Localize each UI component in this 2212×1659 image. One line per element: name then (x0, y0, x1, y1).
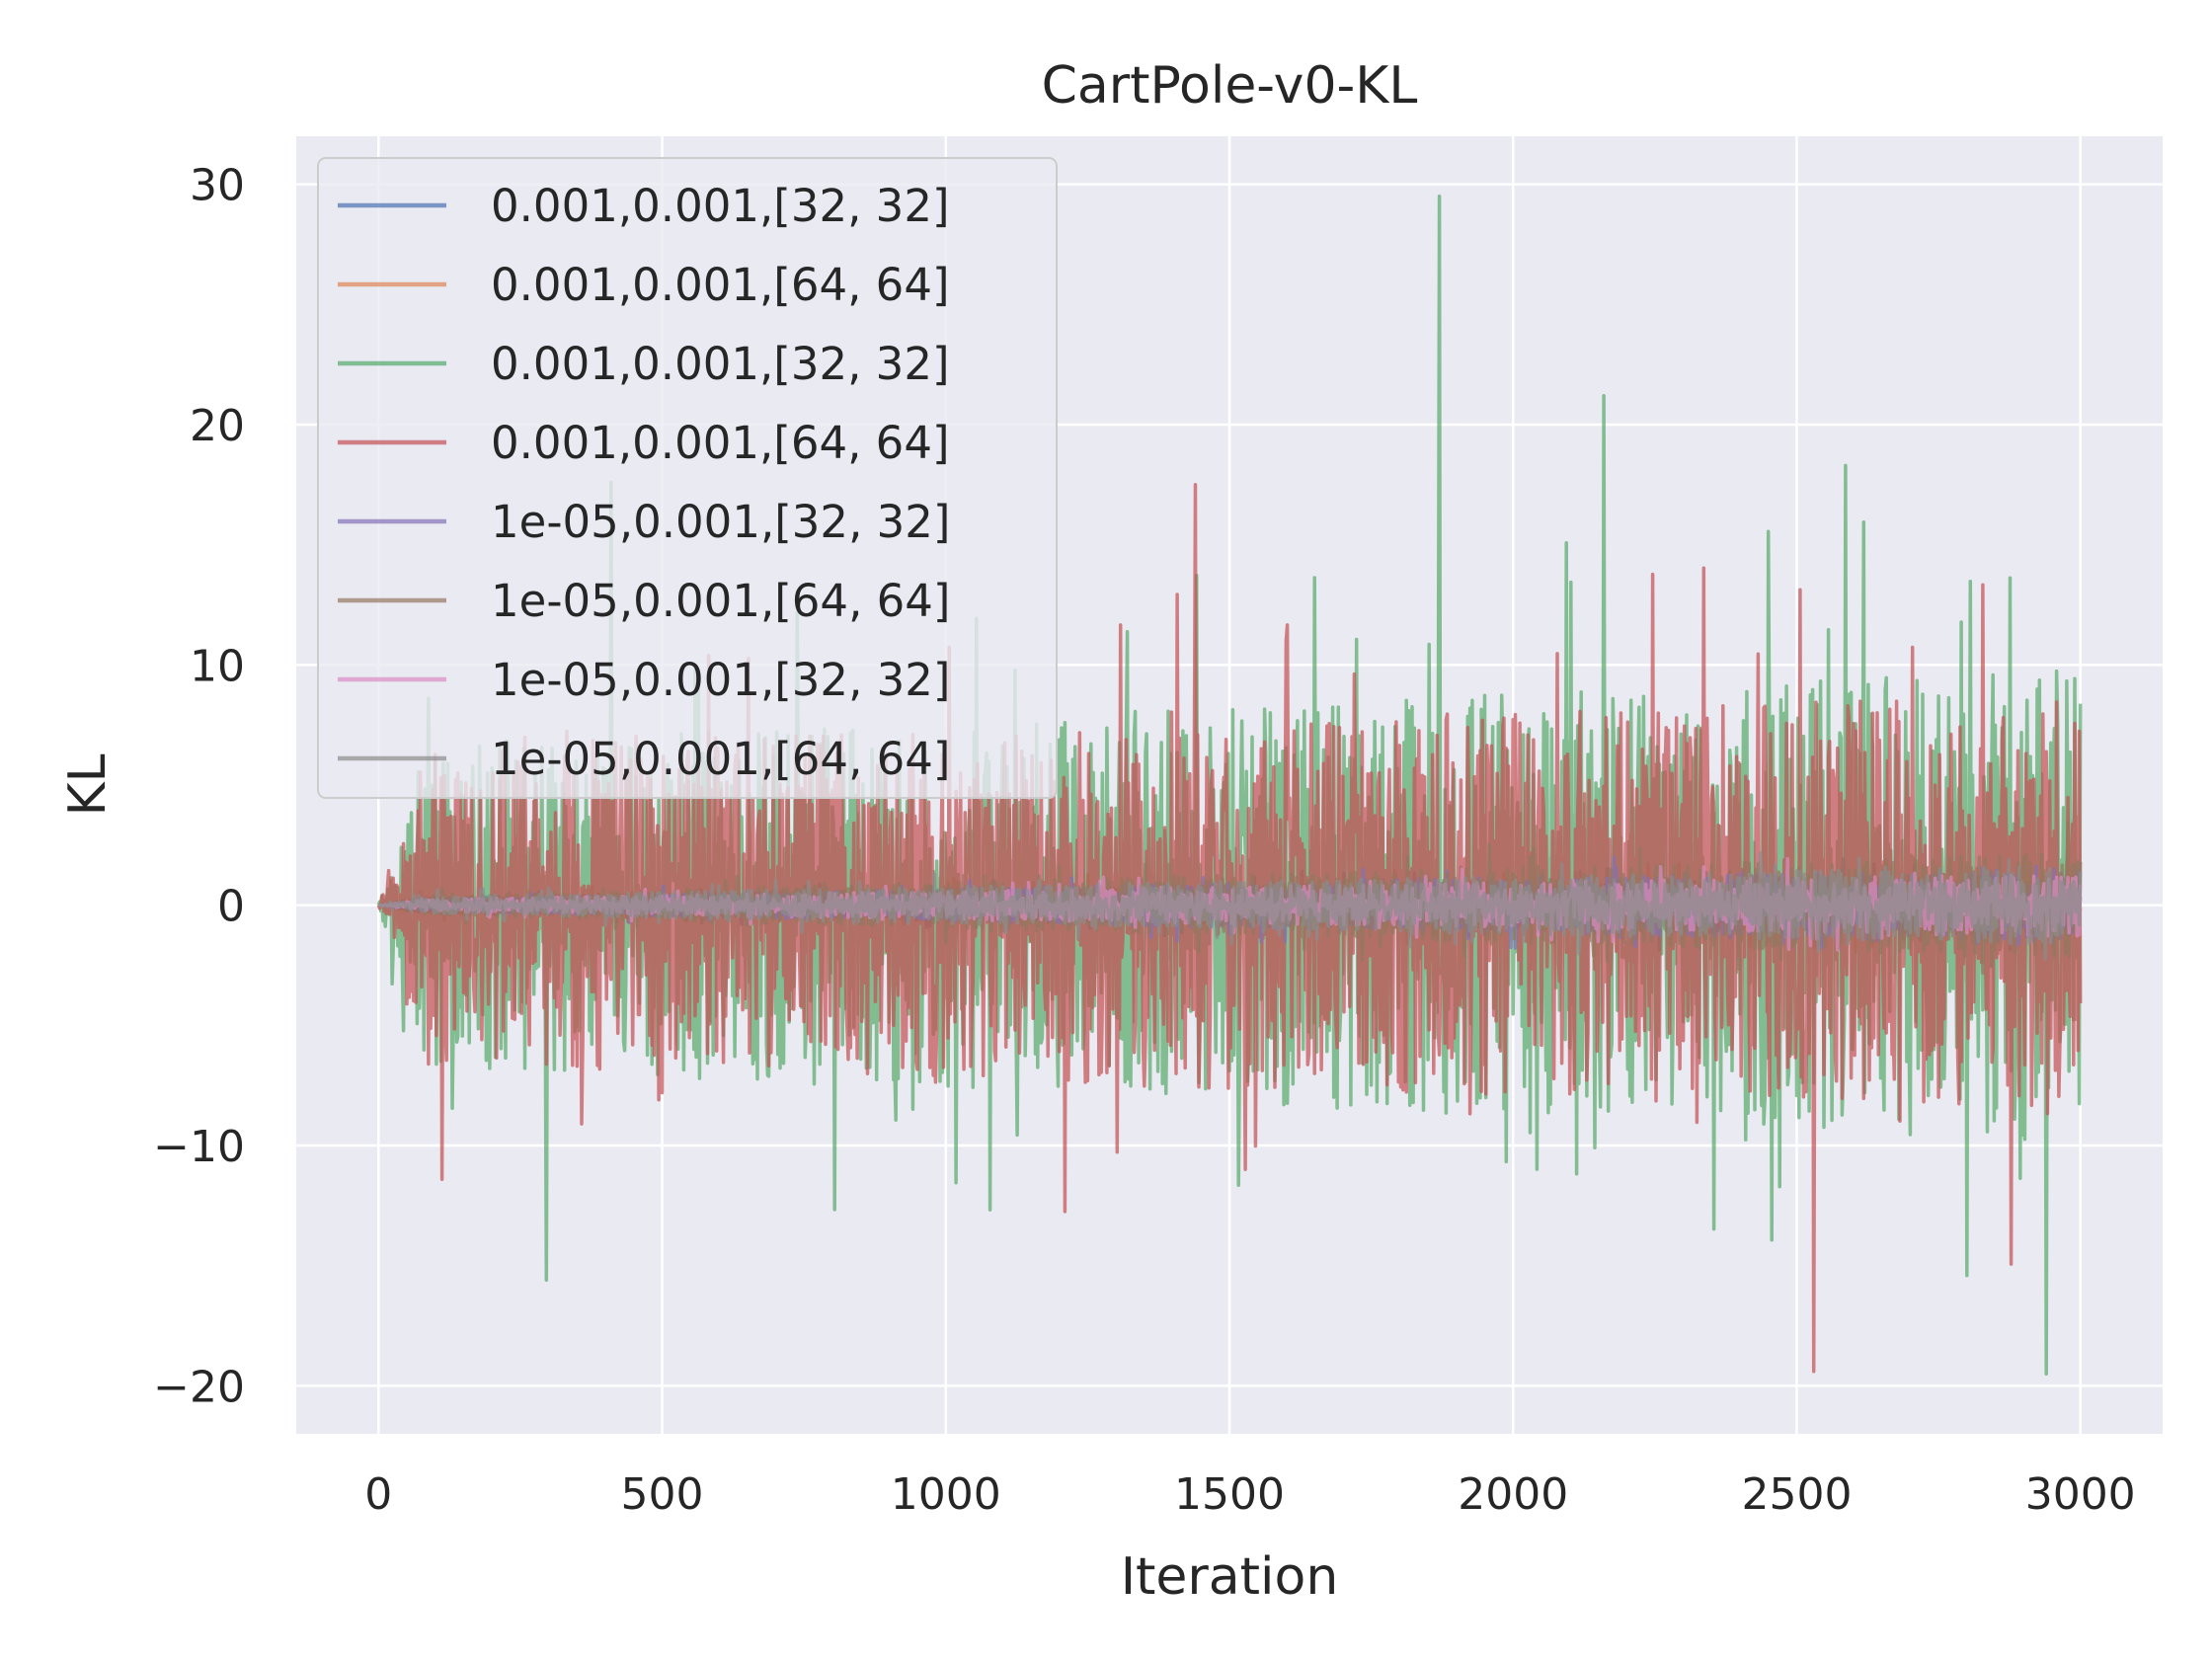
x-tick-label: 1500 (1174, 1469, 1285, 1520)
y-tick-label: 30 (190, 161, 245, 211)
legend-entry: 0.001,0.001,[32, 32] (338, 338, 950, 390)
legend-label: 0.001,0.001,[64, 64] (491, 417, 950, 469)
legend-label: 0.001,0.001,[32, 32] (491, 338, 950, 390)
x-tick-label: 500 (621, 1469, 704, 1520)
legend-frame (317, 157, 1058, 799)
legend-label: 1e-05,0.001,[64, 64] (491, 733, 951, 785)
y-tick-label: −20 (153, 1362, 245, 1412)
x-axis-label: Iteration (1121, 1547, 1339, 1607)
y-tick-label: 20 (190, 401, 245, 451)
series-line-4 (376, 483, 2083, 1374)
legend-entry: 0.001,0.001,[32, 32] (338, 180, 950, 232)
chart-title: CartPole-v0-KL (1042, 56, 1418, 116)
legend-entry: 0.001,0.001,[64, 64] (338, 417, 950, 469)
y-tick-label: −10 (153, 1122, 245, 1172)
legend-entry: 0.001,0.001,[64, 64] (338, 259, 950, 311)
y-axis-label: KL (58, 753, 118, 816)
legend-entry: 1e-05,0.001,[32, 32] (338, 654, 951, 706)
legend-entry: 1e-05,0.001,[64, 64] (338, 733, 951, 785)
legend-label: 0.001,0.001,[32, 32] (491, 180, 950, 232)
x-tick-label: 3000 (2025, 1469, 2136, 1520)
y-axis-ticks: −20 −10 0 10 20 30 (153, 161, 245, 1413)
x-tick-label: 2500 (1741, 1469, 1852, 1520)
y-tick-label: 10 (190, 641, 245, 691)
x-tick-label: 0 (364, 1469, 392, 1520)
legend-entry: 1e-05,0.001,[64, 64] (338, 575, 951, 627)
legend-entry: 1e-05,0.001,[32, 32] (338, 496, 951, 548)
legend-label: 1e-05,0.001,[32, 32] (491, 496, 951, 548)
x-tick-label: 2000 (1458, 1469, 1568, 1520)
series-layer (376, 195, 2083, 1376)
x-axis-ticks: 0 500 1000 1500 2000 2500 3000 (364, 1469, 2135, 1520)
series-line-8 (377, 851, 2083, 962)
legend-label: 0.001,0.001,[64, 64] (491, 259, 950, 311)
legend: 0.001,0.001,[32, 32] 0.001,0.001,[64, 64]… (317, 157, 1058, 799)
x-tick-label: 1000 (891, 1469, 1001, 1520)
y-tick-label: 0 (217, 882, 245, 932)
legend-label: 1e-05,0.001,[64, 64] (491, 575, 951, 627)
legend-label: 1e-05,0.001,[32, 32] (491, 654, 951, 706)
